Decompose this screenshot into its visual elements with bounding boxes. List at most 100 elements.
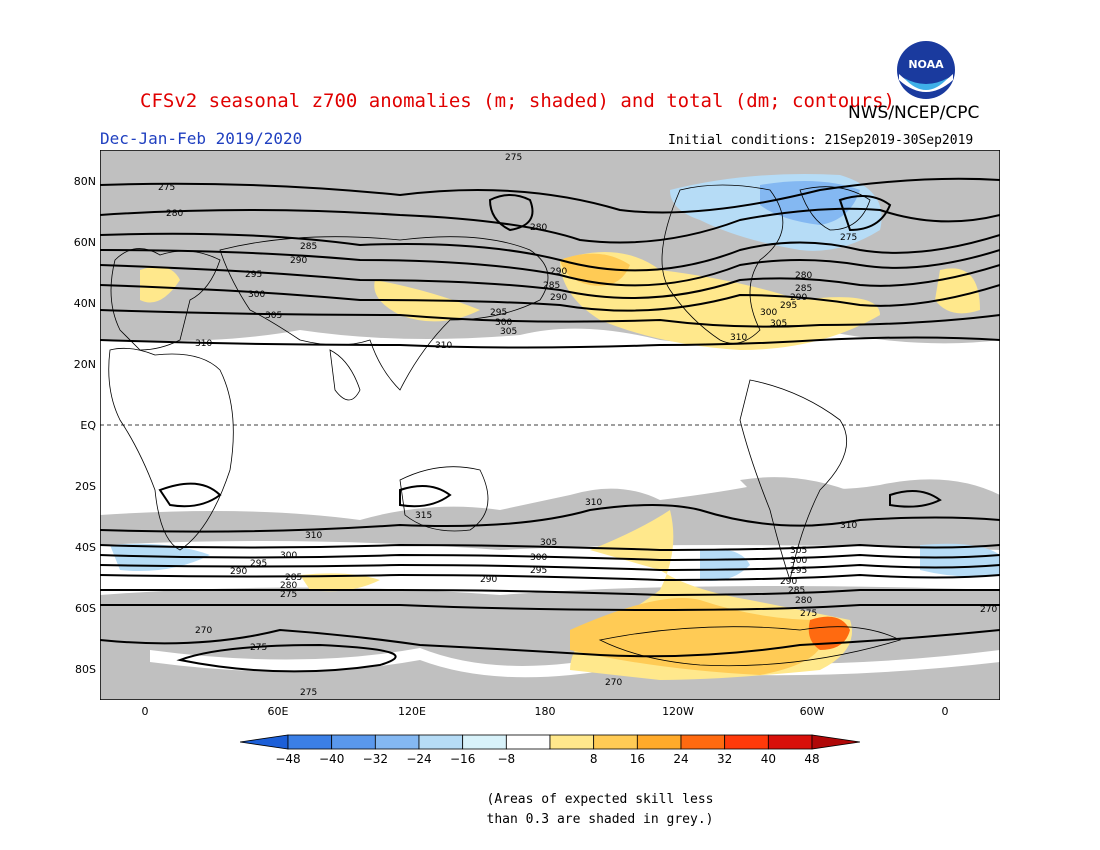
svg-text:290: 290 (290, 256, 307, 266)
svg-text:275: 275 (840, 233, 857, 243)
svg-text:300: 300 (530, 553, 547, 563)
lon-label-60w: 60W (799, 705, 825, 718)
colorbar-box (418, 734, 464, 750)
z700-anomaly-map: 275 275 280 280 285 290 295 300 305 310 … (100, 150, 1000, 700)
colorbar-box (549, 734, 595, 750)
lon-label-180: 180 (534, 705, 556, 718)
svg-text:300: 300 (280, 551, 297, 561)
svg-text:310: 310 (305, 531, 322, 541)
agency-label: NWS/NCEP/CPC (848, 103, 980, 123)
lat-label-20n: 20N (73, 358, 96, 371)
colorbar-box (287, 734, 333, 750)
svg-text:310: 310 (435, 341, 452, 351)
svg-text:305: 305 (790, 546, 807, 556)
svg-text:290: 290 (550, 293, 567, 303)
colorbar-box (374, 734, 420, 750)
svg-text:290: 290 (230, 567, 247, 577)
colorbar-tick-label: 40 (761, 752, 776, 766)
svg-text:300: 300 (495, 318, 512, 328)
initial-conditions-label: Initial conditions: 21Sep2019-30Sep2019 (668, 133, 974, 148)
season-label: Dec-Jan-Feb 2019/2020 (100, 129, 303, 148)
colorbar-tick-label: −48 (275, 752, 300, 766)
svg-text:295: 295 (490, 308, 507, 318)
colorbar-tick-label: −16 (450, 752, 475, 766)
lon-label-0-east: 0 (941, 705, 949, 718)
svg-text:275: 275 (800, 609, 817, 619)
svg-text:305: 305 (500, 327, 517, 337)
svg-text:295: 295 (790, 566, 807, 576)
skill-note-line1: (Areas of expected skill less (486, 792, 714, 807)
colorbar-tick-label: −40 (319, 752, 344, 766)
svg-text:290: 290 (480, 575, 497, 585)
lon-label-120w: 120W (662, 705, 694, 718)
colorbar-box (505, 734, 551, 750)
skill-note-line2: than 0.3 are shaded in grey.) (486, 812, 714, 827)
skill-note: (Areas of expected skill less than 0.3 a… (470, 790, 730, 830)
svg-text:315: 315 (415, 511, 432, 521)
colorbar-arrow-left (240, 734, 289, 750)
svg-text:290: 290 (550, 267, 567, 277)
svg-text:280: 280 (280, 581, 297, 591)
svg-text:305: 305 (540, 538, 557, 548)
svg-text:310: 310 (195, 339, 212, 349)
svg-text:310: 310 (585, 498, 602, 508)
svg-text:290: 290 (780, 577, 797, 587)
lat-label-60s: 60S (75, 602, 96, 615)
lat-label-80n: 80N (73, 175, 96, 188)
svg-text:280: 280 (530, 223, 547, 233)
svg-text:310: 310 (840, 521, 857, 531)
chart-title: CFSv2 seasonal z700 anomalies (m; shaded… (140, 90, 895, 112)
continent-outlines (108, 184, 902, 667)
svg-text:285: 285 (300, 242, 317, 252)
lat-label-80s: 80S (75, 663, 96, 676)
svg-text:290: 290 (790, 293, 807, 303)
colorbar-box (462, 734, 507, 750)
svg-text:280: 280 (795, 596, 812, 606)
colorbar-tick-label: 16 (630, 752, 645, 766)
colorbar-tick-label: 24 (673, 752, 688, 766)
svg-text:300: 300 (760, 308, 777, 318)
svg-text:270: 270 (605, 678, 622, 688)
svg-text:280: 280 (166, 209, 183, 219)
colorbar-box (331, 734, 376, 750)
lat-label-40n: 40N (73, 297, 96, 310)
svg-text:295: 295 (245, 270, 262, 280)
svg-text:275: 275 (158, 183, 175, 193)
svg-text:295: 295 (530, 566, 547, 576)
svg-text:280: 280 (795, 271, 812, 281)
colorbar-tick-label: −32 (363, 752, 388, 766)
noaa-logo: NOAA (897, 41, 955, 99)
colorbar-tick-label: 8 (590, 752, 598, 766)
colorbar-tick-label: 32 (717, 752, 732, 766)
svg-text:310: 310 (730, 333, 747, 343)
colorbar-box (680, 734, 726, 750)
colorbar-arrow-right (811, 734, 860, 750)
lat-label-40s: 40S (75, 541, 96, 554)
colorbar-box (767, 734, 813, 750)
svg-text:305: 305 (770, 319, 787, 329)
colorbar-box (593, 734, 638, 750)
svg-text:285: 285 (788, 586, 805, 596)
lat-label-eq: EQ (80, 419, 96, 432)
svg-text:285: 285 (543, 281, 560, 291)
lon-label-60e: 60E (267, 705, 289, 718)
logo-text: NOAA (908, 58, 944, 71)
svg-text:275: 275 (505, 153, 522, 163)
lon-label-120e: 120E (398, 705, 426, 718)
svg-text:300: 300 (248, 290, 265, 300)
colorbar-box (636, 734, 682, 750)
svg-text:275: 275 (300, 688, 317, 698)
negative-anomaly-shading (110, 174, 1000, 581)
contour-labels: 275 275 280 280 285 290 295 300 305 310 … (158, 153, 997, 698)
svg-text:300: 300 (790, 556, 807, 566)
svg-text:275: 275 (250, 643, 267, 653)
lon-label-0: 0 (141, 705, 149, 718)
svg-text:275: 275 (280, 590, 297, 600)
colorbar-tick-label: −24 (406, 752, 431, 766)
svg-text:270: 270 (195, 626, 212, 636)
colorbar-tick-label: 48 (804, 752, 819, 766)
svg-text:285: 285 (795, 284, 812, 294)
svg-text:305: 305 (265, 311, 282, 321)
colorbar-box (724, 734, 769, 750)
lat-label-60n: 60N (73, 236, 96, 249)
